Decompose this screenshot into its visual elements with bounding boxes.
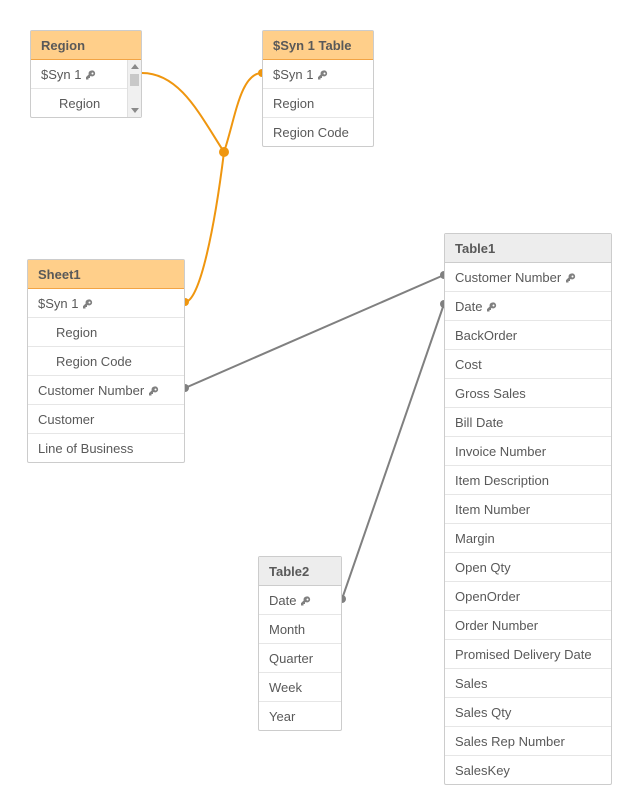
field-label: SalesKey bbox=[455, 763, 510, 778]
field-label: Year bbox=[269, 709, 295, 724]
field-label: Gross Sales bbox=[455, 386, 526, 401]
field-table1-8[interactable]: Item Number bbox=[445, 495, 611, 524]
field-label: Region bbox=[273, 96, 314, 111]
field-label: Sales Qty bbox=[455, 705, 511, 720]
field-label: Date bbox=[455, 299, 482, 314]
table-syn1-title: $Syn 1 Table bbox=[273, 38, 352, 53]
field-label: Cost bbox=[455, 357, 482, 372]
field-syn1-2[interactable]: Region Code bbox=[263, 118, 373, 146]
field-label: $Syn 1 bbox=[38, 296, 78, 311]
field-label: $Syn 1 bbox=[273, 67, 313, 82]
field-table1-11[interactable]: OpenOrder bbox=[445, 582, 611, 611]
key-icon bbox=[85, 69, 97, 81]
field-region-0[interactable]: $Syn 1 bbox=[31, 60, 141, 89]
scroll-down-icon[interactable] bbox=[131, 108, 139, 113]
table-table2-title: Table2 bbox=[269, 564, 309, 579]
field-table1-1[interactable]: Date bbox=[445, 292, 611, 321]
field-region-1[interactable]: Region bbox=[31, 89, 141, 117]
field-table2-3[interactable]: Week bbox=[259, 673, 341, 702]
field-table2-4[interactable]: Year bbox=[259, 702, 341, 730]
field-label: Invoice Number bbox=[455, 444, 546, 459]
field-label: Item Number bbox=[455, 502, 530, 517]
field-label: Week bbox=[269, 680, 302, 695]
field-label: Region Code bbox=[273, 125, 349, 140]
table-table1-title: Table1 bbox=[455, 241, 495, 256]
field-table1-17[interactable]: SalesKey bbox=[445, 756, 611, 784]
field-table1-15[interactable]: Sales Qty bbox=[445, 698, 611, 727]
key-icon bbox=[300, 595, 312, 607]
field-label: Order Number bbox=[455, 618, 538, 633]
key-icon bbox=[82, 298, 94, 310]
field-label: Line of Business bbox=[38, 441, 133, 456]
table-sheet1[interactable]: Sheet1 $Syn 1 Region Region Code Customer N… bbox=[27, 259, 185, 463]
field-table1-9[interactable]: Margin bbox=[445, 524, 611, 553]
field-table1-3[interactable]: Cost bbox=[445, 350, 611, 379]
field-label: OpenOrder bbox=[455, 589, 520, 604]
field-table2-0[interactable]: Date bbox=[259, 586, 341, 615]
field-table1-10[interactable]: Open Qty bbox=[445, 553, 611, 582]
field-table1-5[interactable]: Bill Date bbox=[445, 408, 611, 437]
field-label: Sales Rep Number bbox=[455, 734, 565, 749]
field-table1-0[interactable]: Customer Number bbox=[445, 263, 611, 292]
key-icon bbox=[148, 385, 160, 397]
field-sheet1-2[interactable]: Region Code bbox=[28, 347, 184, 376]
field-label: Quarter bbox=[269, 651, 313, 666]
scrollbar[interactable] bbox=[127, 60, 141, 117]
table-sheet1-header[interactable]: Sheet1 bbox=[28, 260, 184, 289]
table-syn1[interactable]: $Syn 1 Table $Syn 1 Region Region Code bbox=[262, 30, 374, 147]
table-region-header[interactable]: Region bbox=[31, 31, 141, 60]
field-label: Region bbox=[56, 325, 97, 340]
table-syn1-header[interactable]: $Syn 1 Table bbox=[263, 31, 373, 60]
field-sheet1-1[interactable]: Region bbox=[28, 318, 184, 347]
field-label: Region bbox=[59, 96, 100, 111]
scroll-up-icon[interactable] bbox=[131, 64, 139, 69]
field-table1-2[interactable]: BackOrder bbox=[445, 321, 611, 350]
table-region-body: $Syn 1 Region bbox=[31, 60, 141, 117]
table-table1[interactable]: Table1 Customer Number Date BackOrder Cost G… bbox=[444, 233, 612, 785]
field-label: BackOrder bbox=[455, 328, 517, 343]
field-syn1-0[interactable]: $Syn 1 bbox=[263, 60, 373, 89]
field-table2-2[interactable]: Quarter bbox=[259, 644, 341, 673]
field-table2-1[interactable]: Month bbox=[259, 615, 341, 644]
field-sheet1-3[interactable]: Customer Number bbox=[28, 376, 184, 405]
field-label: Date bbox=[269, 593, 296, 608]
scroll-thumb[interactable] bbox=[130, 74, 139, 86]
table-table2-header[interactable]: Table2 bbox=[259, 557, 341, 586]
field-table1-4[interactable]: Gross Sales bbox=[445, 379, 611, 408]
field-label: Customer Number bbox=[455, 270, 561, 285]
field-label: Region Code bbox=[56, 354, 132, 369]
field-label: Margin bbox=[455, 531, 495, 546]
field-label: Open Qty bbox=[455, 560, 511, 575]
key-icon bbox=[317, 69, 329, 81]
field-label: Customer Number bbox=[38, 383, 144, 398]
field-syn1-1[interactable]: Region bbox=[263, 89, 373, 118]
field-table1-13[interactable]: Promised Delivery Date bbox=[445, 640, 611, 669]
table-region[interactable]: Region $Syn 1 Region bbox=[30, 30, 142, 118]
field-table1-7[interactable]: Item Description bbox=[445, 466, 611, 495]
field-label: $Syn 1 bbox=[41, 67, 81, 82]
field-label: Promised Delivery Date bbox=[455, 647, 592, 662]
field-table1-14[interactable]: Sales bbox=[445, 669, 611, 698]
field-sheet1-5[interactable]: Line of Business bbox=[28, 434, 184, 462]
table-sheet1-title: Sheet1 bbox=[38, 267, 81, 282]
table-table1-header[interactable]: Table1 bbox=[445, 234, 611, 263]
field-label: Bill Date bbox=[455, 415, 503, 430]
field-label: Month bbox=[269, 622, 305, 637]
table-table2[interactable]: Table2 Date Month Quarter Week Year bbox=[258, 556, 342, 731]
field-label: Sales bbox=[455, 676, 488, 691]
table-region-title: Region bbox=[41, 38, 85, 53]
field-label: Item Description bbox=[455, 473, 549, 488]
key-icon bbox=[565, 272, 577, 284]
field-sheet1-0[interactable]: $Syn 1 bbox=[28, 289, 184, 318]
data-model-canvas[interactable]: Region $Syn 1Region $Syn 1 Table $Syn 1R… bbox=[0, 0, 642, 800]
field-label: Customer bbox=[38, 412, 94, 427]
key-icon bbox=[486, 301, 498, 313]
field-table1-12[interactable]: Order Number bbox=[445, 611, 611, 640]
field-sheet1-4[interactable]: Customer bbox=[28, 405, 184, 434]
field-table1-16[interactable]: Sales Rep Number bbox=[445, 727, 611, 756]
field-table1-6[interactable]: Invoice Number bbox=[445, 437, 611, 466]
